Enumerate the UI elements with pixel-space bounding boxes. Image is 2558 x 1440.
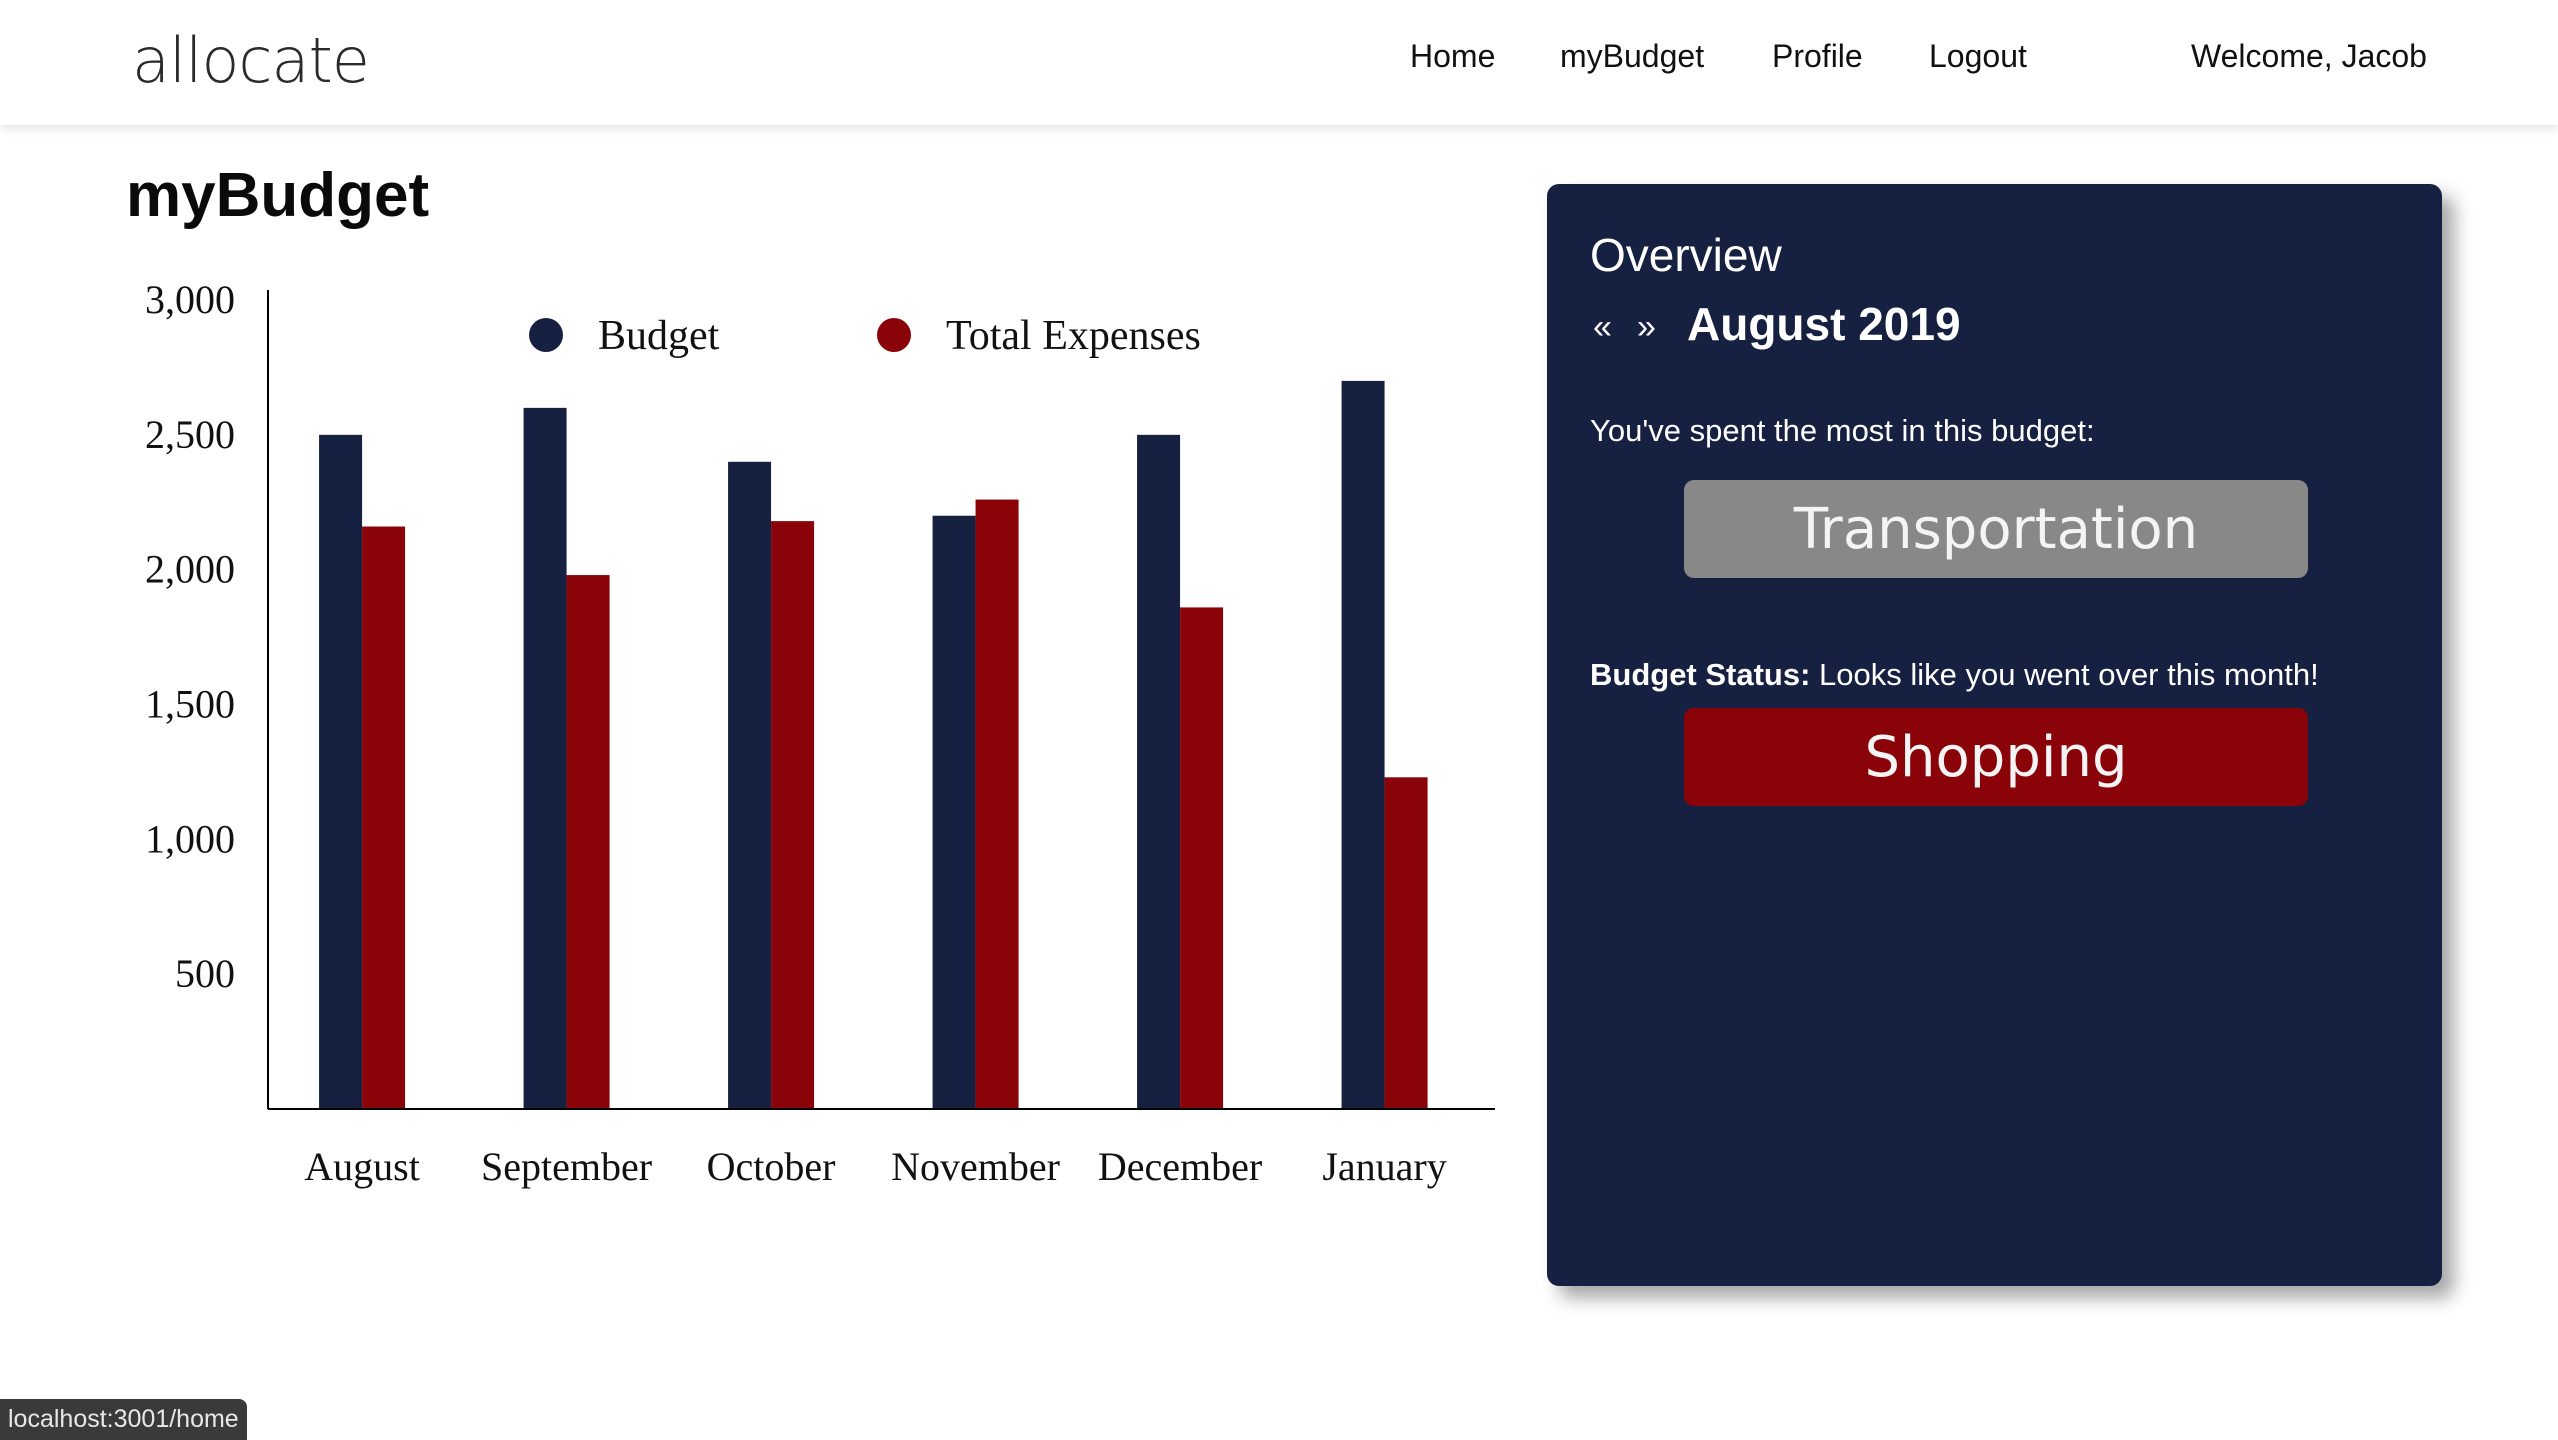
next-month-icon[interactable]: » [1637,308,1656,346]
y-axis-ticks: 500 1,000 1,500 2,000 2,500 3,000 [145,277,235,996]
bar-expenses [1180,607,1224,1109]
y-tick-label: 1,500 [145,682,235,727]
bar-expenses [362,526,406,1109]
x-tick-label: September [481,1144,652,1189]
x-axis-ticks: August September October November December Ja… [304,1144,1446,1189]
top-navbar: allocate Home myBudget Profile Logout We… [0,0,2558,125]
welcome-text: Welcome, Jacob [2191,38,2427,74]
chart-legend: Budget Total Expenses [529,313,1201,359]
nav-link-mybudget[interactable]: myBudget [1560,38,1705,74]
y-tick-label: 2,500 [145,412,235,457]
spent-most-label: You've spent the most in this budget: [1590,413,2095,448]
overview-heading: Overview [1590,229,1782,281]
bar-budget [523,407,567,1109]
x-tick-label: December [1098,1144,1262,1189]
bar-expenses [975,499,1019,1109]
y-tick-label: 2,000 [145,547,235,592]
nav-link-home[interactable]: Home [1410,38,1496,74]
bar-budget [1137,434,1181,1109]
x-tick-label: August [304,1144,420,1189]
legend-label: Total Expenses [946,313,1201,359]
bar-expenses [1384,777,1428,1109]
budget-status-label: Budget Status: [1590,657,1811,692]
top-category-chip: Transportation [1684,480,2308,578]
y-tick-label: 1,000 [145,816,235,861]
bar-expenses [771,521,815,1109]
x-tick-label: October [707,1144,836,1189]
url-status-bar: localhost:3001/home [0,1399,247,1440]
bar-expenses [566,575,610,1109]
overview-card: Overview « » August 2019 You've spent th… [1547,184,2442,1286]
y-tick-label: 3,000 [145,277,235,322]
legend-label: Budget [598,313,720,359]
bar-budget [319,434,363,1109]
bar-budget [932,515,976,1109]
bar-budget [1341,380,1385,1109]
x-tick-label: November [891,1144,1060,1189]
overview-month: August 2019 [1687,298,1961,350]
budget-status-text: Looks like you went over this month! [1810,657,2319,692]
prev-month-icon[interactable]: « [1593,308,1612,346]
legend-marker [877,318,911,352]
budget-bar-chart: Budget Total Expenses 500 1,000 1,500 2,000 2… [145,277,1495,1189]
nav-link-profile[interactable]: Profile [1772,38,1863,74]
budget-status: Budget Status: Looks like you went over … [1590,657,2319,693]
legend-marker [529,318,563,352]
y-tick-label: 500 [175,951,235,996]
chart-bars [319,380,1428,1109]
bar-budget [728,461,772,1109]
status-category-chip: Shopping [1684,708,2308,806]
brand-logo[interactable]: allocate [132,24,370,97]
x-tick-label: January [1322,1144,1446,1189]
page-title: myBudget [126,161,430,230]
nav-link-logout[interactable]: Logout [1929,38,2027,74]
